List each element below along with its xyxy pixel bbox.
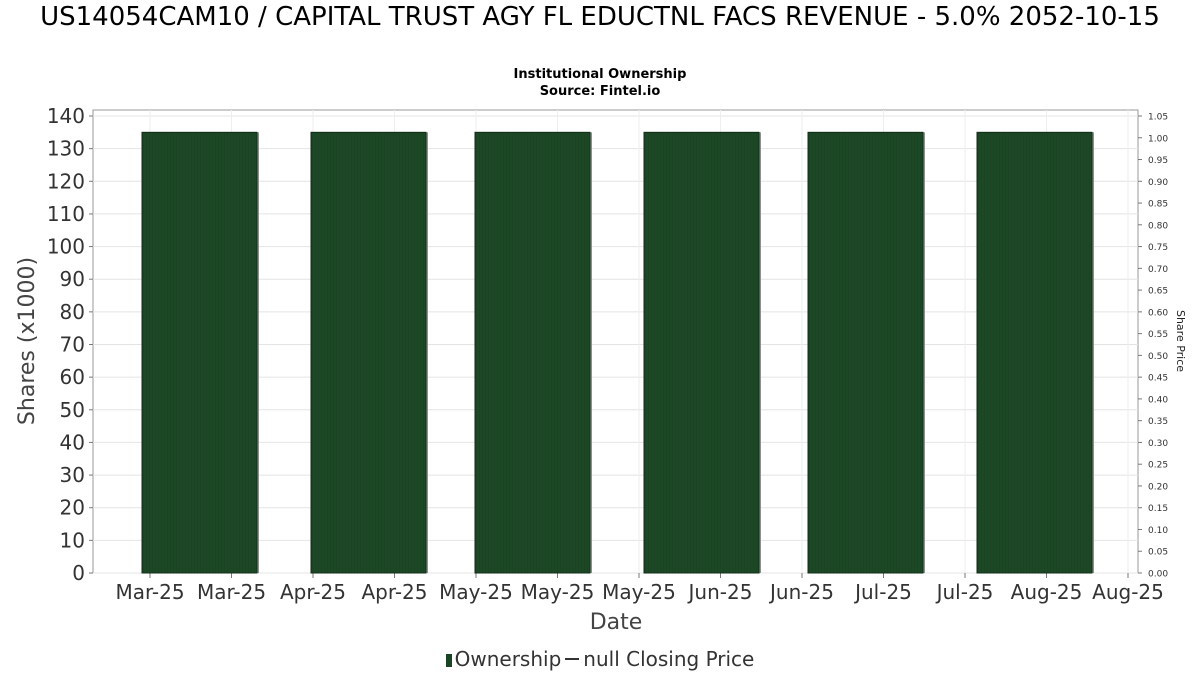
y2-tick-label: 0.40 (1148, 395, 1168, 405)
x-tick-label: Jul-25 (853, 580, 912, 604)
x-tick-label: May-25 (521, 580, 595, 604)
y2-tick-label: 0.65 (1148, 287, 1168, 297)
y2-tick-label: 1.05 (1148, 113, 1168, 123)
y-tick-label: 110 (47, 202, 85, 226)
legend-ownership-swatch (445, 654, 452, 667)
x-tick-label: Apr-25 (362, 580, 428, 604)
legend-closing-price-label: null Closing Price (583, 647, 755, 671)
y-tick-label: 130 (47, 137, 85, 161)
y2-tick-label: 0.95 (1148, 156, 1168, 166)
y-tick-label: 120 (47, 169, 85, 193)
x-tick-label: Jul-25 (935, 580, 994, 604)
x-tick-label: Mar-25 (115, 580, 184, 604)
x-tick-label: Mar-25 (197, 580, 266, 604)
y2-tick-label: 0.80 (1148, 221, 1168, 231)
y2-tick-label: 0.70 (1148, 265, 1168, 275)
y-tick-label: 80 (60, 300, 85, 324)
legend-closing-price-swatch (565, 658, 580, 660)
y-tick-label: 90 (60, 267, 85, 291)
y2-tick-label: 0.60 (1148, 308, 1168, 318)
x-tick-label: Apr-25 (280, 580, 346, 604)
y2-tick-label: 0.55 (1148, 330, 1168, 340)
ownership-bar (976, 131, 1093, 574)
ownership-bar (474, 131, 591, 574)
y-tick-label: 40 (60, 430, 85, 454)
y2-tick-label: 0.20 (1148, 482, 1168, 492)
y2-tick-label: 0.45 (1148, 374, 1168, 384)
chart-legend: Ownership null Closing Price (0, 647, 1200, 671)
x-tick-label: Jun-25 (768, 580, 834, 604)
y2-tick-label: 0.75 (1148, 243, 1168, 253)
y2-tick-label: 0.15 (1148, 504, 1168, 514)
y2-tick-label: 0.50 (1148, 352, 1168, 362)
y2-tick-label: 0.35 (1148, 417, 1168, 427)
chart-subtitle-ownership: Institutional Ownership (513, 67, 687, 82)
y2-tick-label: 0.00 (1148, 570, 1168, 580)
x-tick-label: May-25 (439, 580, 513, 604)
y2-tick-label: 1.00 (1148, 134, 1168, 144)
ownership-bar (310, 131, 427, 574)
y-tick-label: 100 (47, 235, 85, 259)
y2-tick-label: 0.90 (1148, 178, 1168, 188)
chart-title: US14054CAM10 / CAPITAL TRUST AGY FL EDUC… (40, 2, 1160, 32)
y-tick-label: 30 (60, 463, 85, 487)
plot-area (92, 109, 1139, 574)
y-tick-label: 60 (60, 365, 85, 389)
x-axis-title: Date (590, 610, 643, 635)
y-tick-label: 70 (60, 333, 85, 357)
ownership-bar (807, 131, 924, 574)
x-tick-label: May-25 (602, 580, 676, 604)
x-tick-label: Aug-25 (1011, 580, 1083, 604)
y2-tick-label: 0.10 (1148, 526, 1168, 536)
y2-tick-label: 0.85 (1148, 200, 1168, 210)
y-tick-label: 50 (60, 398, 85, 422)
y2-tick-label: 0.25 (1148, 461, 1168, 471)
y2-axis-title: Share Price (1174, 310, 1187, 372)
y-tick-label: 20 (60, 496, 85, 520)
ownership-bar (643, 131, 760, 574)
ownership-bar (141, 131, 258, 574)
legend-ownership-label: Ownership (454, 647, 562, 671)
chart-subtitle-source: Source: Fintel.io (539, 84, 661, 99)
y-axis-title: Shares (x1000) (15, 257, 40, 425)
x-tick-label: Aug-25 (1092, 580, 1164, 604)
y-tick-label: 140 (47, 104, 85, 128)
y-tick-label: 0 (72, 561, 85, 585)
y2-tick-label: 0.30 (1148, 439, 1168, 449)
y2-tick-label: 0.05 (1148, 548, 1168, 558)
y-tick-label: 10 (60, 528, 85, 552)
x-tick-label: Jun-25 (687, 580, 753, 604)
